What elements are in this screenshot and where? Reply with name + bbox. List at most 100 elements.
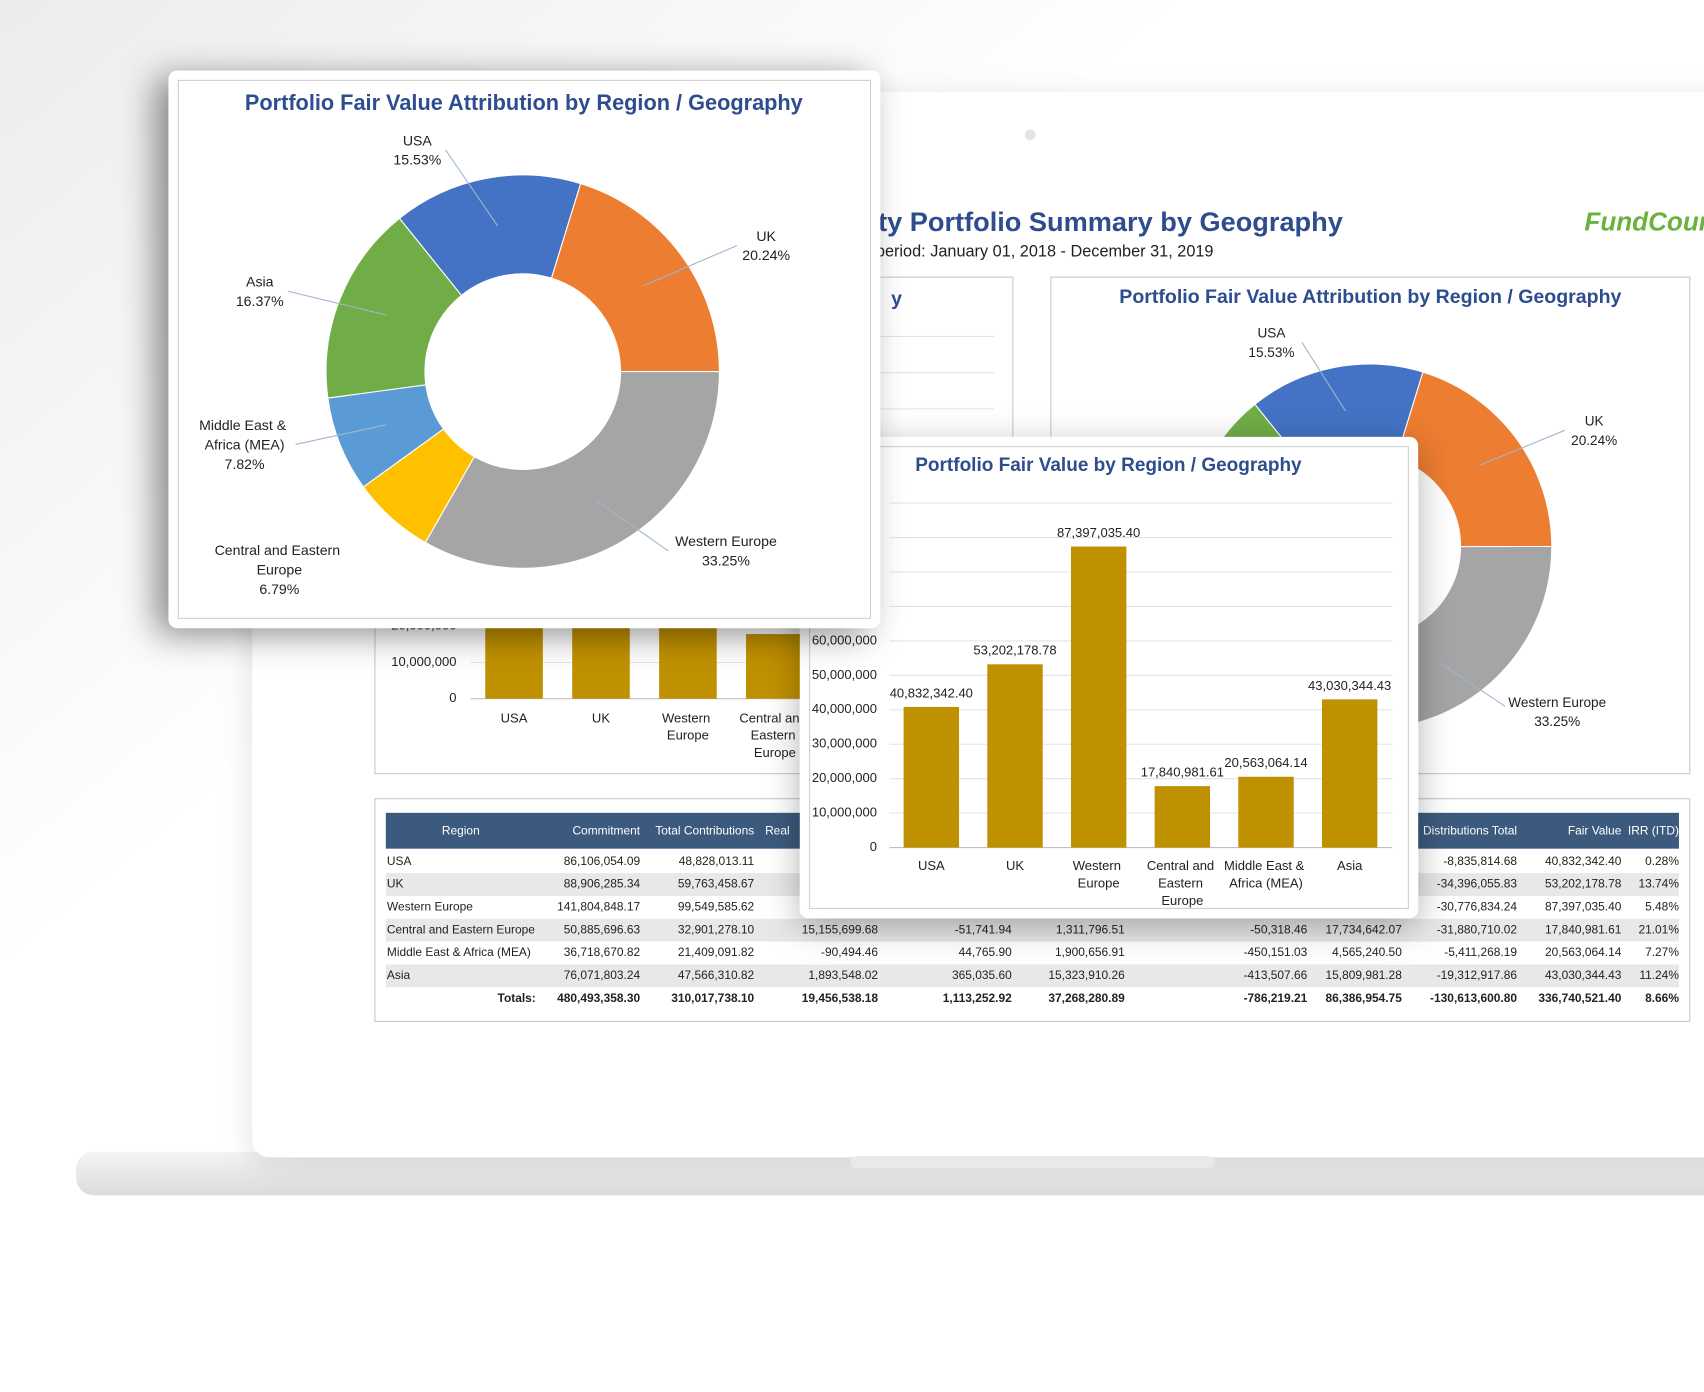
chart-title: Portfolio Fair Value Attribution by Regi… xyxy=(1119,286,1621,308)
table-header: Total Contributions xyxy=(655,823,754,837)
y-tick-label: 30,000,000 xyxy=(812,736,877,751)
table-cell: 141,804,848.17 xyxy=(557,900,640,914)
y-tick-label: 60,000,000 xyxy=(812,632,877,647)
table-cell: 1,900,656.91 xyxy=(1055,945,1125,959)
table-cell: 86,106,054.09 xyxy=(564,854,641,868)
table-cell: 40,832,342.40 xyxy=(1545,854,1622,868)
table-header: IRR (ITD) xyxy=(1628,823,1679,837)
table-cell: 310,017,738.10 xyxy=(671,991,754,1005)
slice-label: USA xyxy=(1257,325,1286,340)
table-cell: -19,312,917.86 xyxy=(1437,968,1518,982)
y-tick-label: 20,000,000 xyxy=(812,770,877,785)
x-tick-label: UK xyxy=(592,711,610,726)
table-cell: -50,318.46 xyxy=(1250,922,1307,936)
table-cell: USA xyxy=(387,854,412,868)
slice-value-label: 6.79% xyxy=(259,581,299,597)
table-cell: 86,386,954.75 xyxy=(1326,991,1403,1005)
table-cell: 4,565,240.50 xyxy=(1332,945,1402,959)
table-cell: 15,323,910.26 xyxy=(1048,968,1125,982)
x-tick-label: UK xyxy=(1006,859,1024,874)
value-label: 40,832,342.40 xyxy=(890,685,973,700)
y-tick-label: 10,000,000 xyxy=(391,654,456,669)
slice-label: Asia xyxy=(246,273,274,289)
camera xyxy=(1024,129,1036,141)
table-header: Commitment xyxy=(572,823,640,837)
report-header: ty Portfolio Summary by Geography period… xyxy=(876,206,1704,260)
bar xyxy=(1154,786,1211,848)
chart-title: y xyxy=(891,288,902,310)
report-subtitle: period: January 01, 2018 - December 31, … xyxy=(876,242,1214,260)
x-tick-label: Middle East & Africa (MEA) xyxy=(1224,859,1308,891)
slice-value-label: 20.24% xyxy=(742,247,790,263)
table-cell: Western Europe xyxy=(387,900,473,914)
table-cell: Totals: xyxy=(498,991,536,1005)
table-cell: 50,885,696.63 xyxy=(564,922,641,936)
table-cell: 1,311,796.51 xyxy=(1056,922,1125,936)
table-cell: 7.27% xyxy=(1645,945,1679,959)
value-label: 20,563,064.14 xyxy=(1224,755,1307,770)
table-cell: 37,268,280.89 xyxy=(1048,991,1125,1005)
value-label: 17,840,981.61 xyxy=(1141,765,1224,780)
card-border xyxy=(177,79,872,619)
table-cell: 47,566,310.82 xyxy=(678,968,755,982)
table-cell: 21,409,091.82 xyxy=(678,945,755,959)
table-cell: 480,493,358.30 xyxy=(557,991,640,1005)
donut-segment xyxy=(550,182,720,373)
table-cell: 17,734,642.07 xyxy=(1326,922,1403,936)
table-cell: 13.74% xyxy=(1638,877,1679,891)
donut-segment xyxy=(1395,371,1553,548)
leader-line xyxy=(1301,342,1346,412)
slice-label: Western Europe xyxy=(675,533,777,549)
table-cell: 19,456,538.18 xyxy=(802,991,879,1005)
laptop-notch xyxy=(850,1156,1215,1169)
table-cell: 11.24% xyxy=(1639,968,1679,982)
donut-segment xyxy=(398,174,582,297)
slice-value-label: 20.24% xyxy=(1571,433,1617,448)
table-cell: -413,507.66 xyxy=(1244,968,1308,982)
slice-value-label: 7.82% xyxy=(225,456,265,472)
table-cell: -51,741.94 xyxy=(955,922,1012,936)
x-tick-label: Central and Eastern Europe xyxy=(739,711,810,761)
table-cell: UK xyxy=(387,877,404,891)
leader-line xyxy=(445,149,499,227)
donut-segment xyxy=(424,370,720,569)
table-cell: 365,035.60 xyxy=(952,968,1012,982)
chart-title: Portfolio Fair Value Attribution by Regi… xyxy=(245,90,803,115)
bar xyxy=(1321,699,1378,848)
x-tick-label: Asia xyxy=(1337,859,1363,874)
table-cell: 8.66% xyxy=(1645,991,1679,1005)
y-tick-label: 40,000,000 xyxy=(812,701,877,716)
table-cell: 32,901,278.10 xyxy=(678,922,755,936)
table-cell: Asia xyxy=(387,968,411,982)
slice-label: UK xyxy=(1585,413,1604,428)
x-tick-label: Western Europe xyxy=(662,711,714,743)
table-cell: 53,202,178.78 xyxy=(1545,877,1622,891)
table-cell: -34,396,055.83 xyxy=(1437,877,1518,891)
table-cell: 21.01% xyxy=(1638,922,1679,936)
table-cell: Central and Eastern Europe xyxy=(387,922,535,936)
leader-line xyxy=(643,245,738,287)
table-cell: -31,880,710.02 xyxy=(1437,922,1518,936)
leader-line xyxy=(595,499,669,552)
table-header: Fair Value xyxy=(1568,823,1622,837)
slice-label: Central and Eastern Europe xyxy=(215,542,344,578)
slice-value-label: 16.37% xyxy=(236,293,284,309)
table-cell: 17,840,981.61 xyxy=(1545,922,1622,936)
slice-value-label: 33.25% xyxy=(702,553,750,569)
slice-value-label: 33.25% xyxy=(1534,714,1580,729)
leader-line xyxy=(1439,662,1506,707)
leader-line xyxy=(1479,429,1566,466)
table-cell: 15,809,981.28 xyxy=(1326,968,1403,982)
table-cell: 87,397,035.40 xyxy=(1545,900,1622,914)
bar xyxy=(987,664,1043,848)
table-cell: 5.48% xyxy=(1645,900,1679,914)
bar xyxy=(1238,776,1294,848)
leader-line xyxy=(295,424,386,445)
table-cell: -786,219.21 xyxy=(1244,991,1308,1005)
y-tick-label: 50,000,000 xyxy=(812,667,877,682)
table-cell: -450,151.03 xyxy=(1244,945,1308,959)
x-tick-label: USA xyxy=(501,711,528,726)
donut-segment xyxy=(325,217,463,399)
